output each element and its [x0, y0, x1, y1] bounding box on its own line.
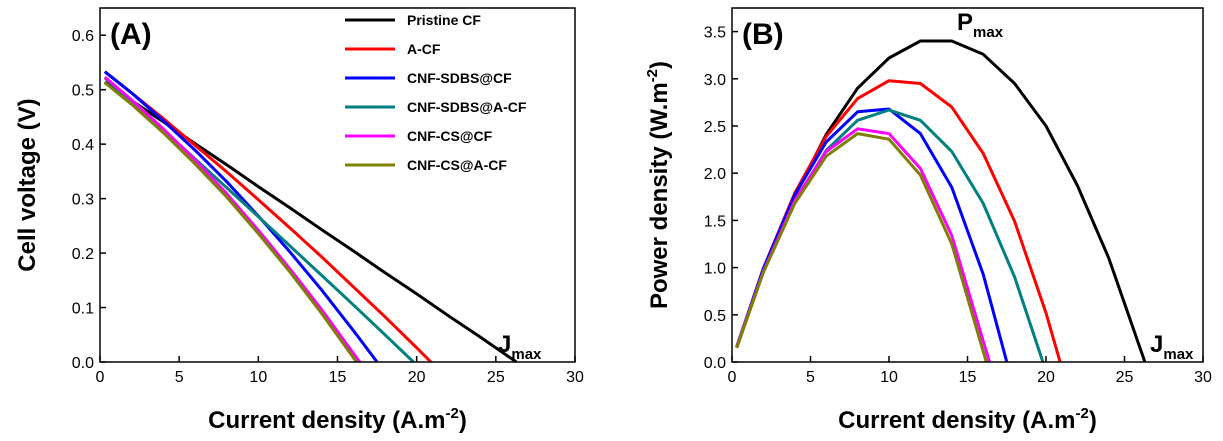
series-line — [103, 76, 361, 363]
y-tick-label: 2.0 — [704, 166, 726, 183]
x-axis-label-end: ) — [459, 407, 467, 434]
x-tick-label: 5 — [175, 369, 184, 386]
legend-label: CNF-SDBS@CF — [407, 70, 512, 86]
legend-label: A-CF — [407, 41, 441, 57]
x-axis-label-text: Current density (A.m — [838, 407, 1075, 434]
y-axis-label-end: ) — [646, 61, 673, 69]
legend-label: CNF-SDBS@A-CF — [407, 99, 527, 115]
series-line — [735, 107, 1009, 363]
y-tick-label: 0.5 — [72, 83, 94, 100]
annotation-text: P — [957, 9, 973, 36]
series-line — [103, 81, 358, 363]
annotation-text: J — [498, 331, 511, 358]
y-tick-label: 0.2 — [72, 246, 94, 263]
y-tick-label: 0.1 — [72, 301, 94, 318]
x-tick-label: 15 — [959, 369, 977, 386]
legend-label: Pristine CF — [407, 12, 481, 28]
annotation-sub: max — [1163, 346, 1194, 363]
y-axis-label-text: Cell voltage (V) — [14, 98, 41, 271]
x-tick-label: 5 — [806, 369, 815, 386]
annotation-sub: max — [511, 346, 542, 363]
annotation: Pmax — [957, 9, 1004, 41]
legend-label: CNF-CS@A-CF — [407, 157, 507, 173]
x-tick-label: 10 — [249, 369, 267, 386]
y-tick-label: 0.4 — [72, 137, 94, 154]
y-axis-label-text: Power density (W.m — [646, 82, 673, 309]
x-tick-label: 0 — [728, 369, 737, 386]
panel-label: (A) — [110, 18, 152, 51]
x-axis-label-text: Current density (A.m — [208, 407, 445, 434]
x-axis-label-sup: -2 — [1076, 405, 1089, 422]
y-tick-label: 2.5 — [704, 119, 726, 136]
annotation: Jmax — [498, 331, 542, 363]
panel: 0 5 10 15 20 25 30 0.0 0.1 0.2 0.3 0.4 0.5 0.6 (A) Curr… — [14, 7, 584, 434]
x-axis-label: Current density (A.m-2) — [838, 405, 1097, 434]
x-axis-label: Current density (A.m-2) — [208, 405, 467, 434]
x-tick-label: 30 — [1194, 369, 1212, 386]
x-tick-label: 0 — [96, 369, 105, 386]
y-tick-label: 0.5 — [704, 308, 726, 325]
plot-frame — [731, 7, 1204, 363]
x-tick-label: 25 — [1116, 369, 1134, 386]
series-line — [103, 70, 379, 363]
y-tick-label: 0.3 — [72, 192, 94, 209]
y-tick-label: 3.0 — [704, 72, 726, 89]
series-line — [735, 132, 988, 363]
y-tick-label: 0.0 — [72, 355, 94, 372]
y-tick-label: 0.0 — [704, 355, 726, 372]
y-axis-label: Power density (W.m-2) — [644, 61, 673, 309]
x-tick-label: 10 — [880, 369, 898, 386]
series-line — [735, 39, 1147, 363]
annotation-text: J — [1150, 331, 1163, 358]
panel: 0 5 10 15 20 25 30 0.0 0.5 1.0 1.5 2.0 2.5 3.0 3.5 (B) C… — [644, 7, 1212, 434]
x-axis-label-end: ) — [1089, 407, 1097, 434]
x-axis-label-sup: -2 — [446, 405, 459, 422]
x-tick-label: 25 — [487, 369, 505, 386]
y-tick-label: 1.0 — [704, 261, 726, 278]
x-tick-label: 20 — [1037, 369, 1055, 386]
y-tick-label: 1.5 — [704, 213, 726, 230]
annotation-sub: max — [973, 24, 1004, 41]
y-tick-label: 0.6 — [72, 28, 94, 45]
y-axis-label-sup: -2 — [644, 69, 661, 82]
legend-label: CNF-CS@CF — [407, 128, 493, 144]
y-axis-label: Cell voltage (V) — [14, 98, 41, 271]
x-tick-label: 30 — [566, 369, 584, 386]
y-tick-label: 3.5 — [704, 25, 726, 42]
x-tick-label: 20 — [408, 369, 426, 386]
annotation: Jmax — [1150, 331, 1194, 363]
x-tick-label: 15 — [329, 369, 347, 386]
panel-label: (B) — [742, 18, 784, 51]
